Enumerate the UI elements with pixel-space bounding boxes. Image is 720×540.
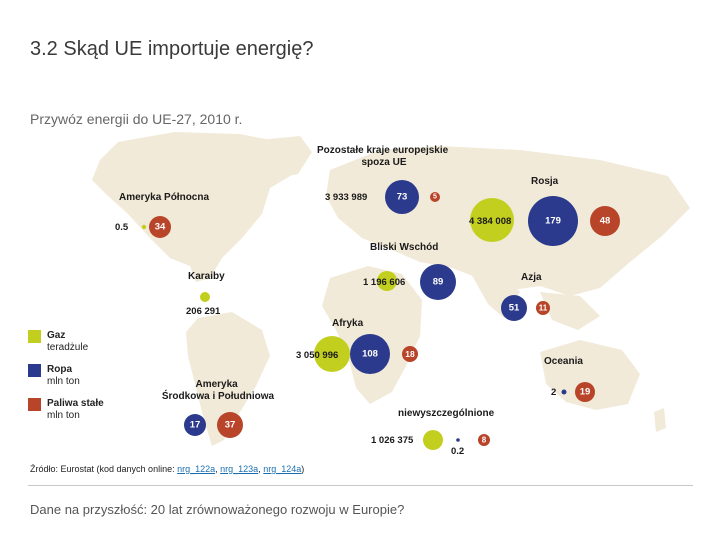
russia-gas-bubble (470, 198, 514, 242)
north-america-gas-dot (141, 224, 147, 230)
other-europe-solid-bubble (430, 192, 440, 202)
source-sep-1: , (215, 464, 221, 474)
legend-gas-text: Gaz teradżule (47, 330, 88, 354)
legend-oil-unit: mln ton (47, 376, 80, 387)
label-caribbean: Karaiby (188, 271, 225, 282)
legend-oil-swatch (28, 364, 41, 377)
land-southeast-asia (540, 292, 600, 330)
russia-oil-bubble (528, 196, 578, 246)
africa-solid-bubble (402, 346, 418, 362)
footer-divider (28, 485, 693, 486)
land-new-zealand (654, 408, 666, 432)
latin-america-solid-bubble (217, 412, 243, 438)
other-europe-solid-value: 5 (433, 194, 437, 201)
north-america-gas-value: 0.5 (115, 222, 129, 233)
middle-east-gas-bubble (377, 271, 397, 291)
legend-solid-text: Paliwa stałe mln ton (47, 398, 104, 422)
middle-east-gas-value: 1 196 606 (363, 277, 405, 288)
label-other-europe-line2: spoza UE (361, 157, 406, 168)
unspecified-gas-value: 1 026 375 (371, 435, 414, 446)
other-europe-oil-value: 73 (397, 192, 408, 203)
oceania-oil-dot (561, 389, 567, 395)
legend-gas-swatch (28, 330, 41, 343)
label-unspecified: niewyszczególnione (398, 408, 495, 419)
russia-oil-value: 179 (545, 216, 561, 227)
source-prefix: Źródło: Eurostat (kod danych online: (30, 464, 178, 474)
label-north-america: Ameryka Północna (119, 192, 209, 203)
label-africa: Afryka (332, 318, 364, 329)
label-latin-america-line1: Ameryka (195, 379, 238, 390)
latin-america-solid-value: 37 (225, 420, 236, 431)
caribbean-gas-value: 206 291 (186, 306, 221, 317)
source-link-nrg-123a[interactable]: nrg_123a (220, 464, 259, 474)
legend-gas-unit: teradżule (47, 342, 89, 353)
land-north-america (92, 132, 300, 282)
legend-solid-label: Paliwa stałe (47, 398, 104, 409)
label-oceania: Oceania (544, 356, 583, 367)
asia-solid-value: 11 (539, 304, 548, 313)
source-note: Źródło: Eurostat (kod danych online: nrg… (30, 464, 304, 474)
north-america-solid-bubble (149, 216, 171, 238)
unspecified-solid-value: 8 (482, 436, 487, 445)
other-europe-gas-value: 3 933 989 (325, 192, 367, 203)
north-america-solid-value: 34 (155, 222, 166, 233)
unspecified-oil-dot (456, 438, 460, 442)
footer-text: Dane na przyszłość: 20 lat zrównoważoneg… (30, 502, 405, 517)
unspecified-solid-bubble (478, 434, 490, 446)
legend-oil-text: Ropa mln ton (47, 364, 80, 388)
legend-gas-label: Gaz (47, 330, 66, 341)
label-latin-america: Ameryka Środkowa i Południowa (162, 379, 275, 402)
unspecified-gas-bubble (423, 430, 443, 450)
middle-east-oil-value: 89 (433, 277, 444, 288)
russia-solid-bubble (590, 206, 620, 236)
land-greenland (258, 136, 312, 178)
other-europe-oil-bubble (385, 180, 419, 214)
label-latin-america-line2: Środkowa i Południowa (162, 389, 275, 402)
label-other-europe-line1: Pozostałe kraje europejskie (317, 145, 449, 156)
africa-gas-value: 3 050 996 (296, 350, 338, 361)
legend-oil-label: Ropa (47, 364, 72, 375)
asia-oil-value: 51 (509, 303, 520, 314)
oceania-oil-value: 2 (551, 387, 556, 398)
africa-gas-bubble (314, 336, 350, 372)
oceania-solid-value: 19 (580, 387, 591, 398)
source-link-nrg-124a[interactable]: nrg_124a (263, 464, 302, 474)
asia-solid-bubble (536, 301, 550, 315)
latin-america-oil-bubble (184, 414, 206, 436)
source-link-nrg-122a[interactable]: nrg_122a (177, 464, 216, 474)
land-south-america (186, 312, 270, 446)
source-sep-2: , (258, 464, 264, 474)
caribbean-gas-bubble (200, 292, 210, 302)
page-subtitle: Przywóz energii do UE-27, 2010 r. (30, 111, 243, 127)
source-suffix: ) (301, 464, 305, 474)
latin-america-oil-value: 17 (190, 420, 201, 431)
label-russia: Rosja (531, 176, 559, 187)
page-title: 3.2 Skąd UE importuje energię? (30, 38, 314, 60)
label-asia: Azja (521, 272, 542, 283)
world-map: Pozostałe kraje europejskie spoza UE Ros… (92, 132, 690, 457)
label-middle-east: Bliski Wschód (370, 242, 438, 253)
land-masses (92, 132, 690, 446)
legend-solid-swatch (28, 398, 41, 411)
label-other-europe: Pozostałe kraje europejskie spoza UE (317, 145, 451, 168)
legend-solid-unit: mln ton (47, 410, 80, 421)
middle-east-oil-bubble (420, 264, 456, 300)
unspecified-oil-value: 0.2 (451, 446, 464, 457)
africa-oil-bubble (350, 334, 390, 374)
russia-gas-value: 4 384 008 (469, 216, 511, 227)
asia-oil-bubble (501, 295, 527, 321)
africa-oil-value: 108 (362, 349, 378, 360)
oceania-solid-bubble (575, 382, 595, 402)
africa-solid-value: 18 (405, 349, 415, 359)
russia-solid-value: 48 (600, 216, 611, 227)
